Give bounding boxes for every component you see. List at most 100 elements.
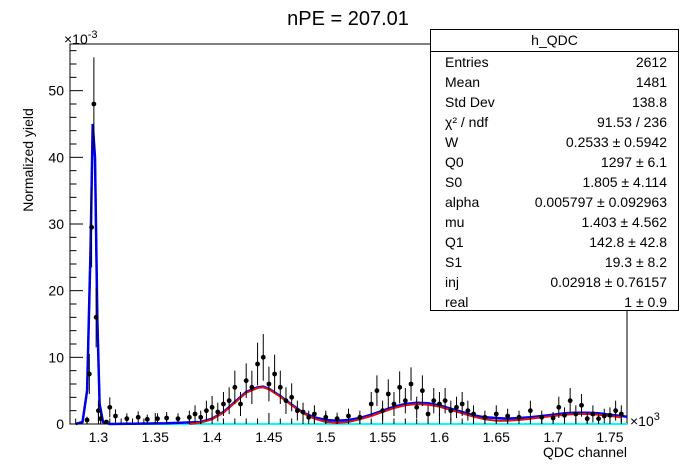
data-point [357,414,363,420]
data-point [454,404,459,410]
data-point [465,408,471,414]
stats-rows: Entries 2612 Mean 1481 Std Dev 138.8 χ² / ndf 9… [431,52,678,312]
data-point [306,414,312,420]
data-point [107,404,113,410]
data-point [374,388,380,394]
data-point [505,413,511,419]
y-tick-label: 30 [48,216,64,232]
y-tick-label: 0 [56,416,64,432]
stats-row: Mean 1481 [431,72,678,92]
data-point [437,401,442,407]
data-point [385,391,391,397]
stats-value: 1.403 ± 4.562 [581,214,667,231]
data-point [346,413,351,419]
stats-title: h_QDC [431,30,678,52]
stats-row: real 1 ± 0.9 [431,292,678,312]
stats-label: Entries [445,54,489,70]
x-tick-label: 1.75 [596,429,623,445]
data-point [98,416,104,422]
x-tick-label: 1.45 [255,429,282,445]
data-point [419,388,425,394]
data-point [539,414,545,420]
data-point [272,371,278,377]
stats-label: Q0 [445,154,464,171]
data-point [91,101,97,107]
data-point [238,401,243,407]
data-point [442,398,448,404]
fit-peak-dashed [75,123,111,425]
data-point [567,398,573,404]
data-point [86,371,92,377]
x-tick-label: 1.6 [430,429,450,445]
stats-row: Q1 142.8 ± 42.8 [431,232,678,252]
data-point [556,404,562,410]
stats-row: W 0.2533 ± 0.5942 [431,132,678,152]
x-tick-label: 1.55 [369,429,396,445]
stats-row: alpha 0.005797 ± 0.092963 [431,192,678,212]
data-point [249,384,255,390]
data-point [93,314,99,320]
data-point [243,378,249,384]
stats-label: Std Dev [445,94,495,111]
data-point [89,224,94,230]
y-tick-label: 20 [48,283,64,299]
stats-row: Q0 1297 ± 6.1 [431,152,678,172]
data-point [482,414,488,420]
stats-label: mu [445,214,465,231]
stats-value: 142.8 ± 42.8 [589,234,667,251]
stats-row: Entries 2612 [431,52,678,72]
stats-row: inj 0.02918 ± 0.76157 [431,272,678,292]
stats-value: 1481 [635,74,667,91]
data-point [300,409,306,415]
data-point [192,411,198,417]
fit-gauss-curve [189,386,622,425]
stats-value: 91.53 / 236 [596,114,667,131]
data-point [601,413,607,419]
data-point [516,414,522,420]
data-point [204,408,209,414]
x-tick-label: 1.35 [142,429,169,445]
stats-label: W [445,134,459,151]
data-point [289,394,295,400]
stats-label: inj [445,274,460,291]
data-point [391,401,397,407]
data-point [135,414,141,420]
data-point [260,354,266,360]
y-axis-label: Normalized yield [20,108,36,211]
data-point [618,411,624,417]
data-point [311,411,317,417]
y-tick-label: 10 [48,349,64,365]
stats-label: Q1 [445,234,464,251]
data-point [103,419,109,425]
data-point [294,408,300,414]
data-point [613,408,619,414]
data-point [283,398,289,404]
x-tick-label: 1.5 [316,429,336,445]
data-point [113,413,118,419]
stats-value: 1.805 ± 4.114 [582,174,668,191]
stats-value: 2612 [635,54,667,70]
data-point [459,401,465,407]
data-point [402,398,408,404]
data-point [221,401,226,407]
data-point [266,381,272,387]
data-point [590,411,596,417]
data-point [226,398,232,404]
data-point [96,408,101,414]
data-point [155,416,160,422]
data-point [397,384,403,390]
stats-value: 0.2533 ± 0.5942 [565,134,667,151]
data-point [448,408,454,414]
data-point [277,384,283,390]
data-point [124,416,130,422]
stats-row: χ² / ndf 91.53 / 236 [431,112,678,132]
data-point [164,415,170,421]
x-axis-label: QDC channel [543,444,627,460]
data-point [144,416,150,422]
data-point [232,384,238,390]
x-tick-label: 1.7 [543,429,563,445]
data-point [380,408,386,414]
data-point [408,381,414,387]
stats-value: 0.005797 ± 0.092963 [534,194,667,211]
